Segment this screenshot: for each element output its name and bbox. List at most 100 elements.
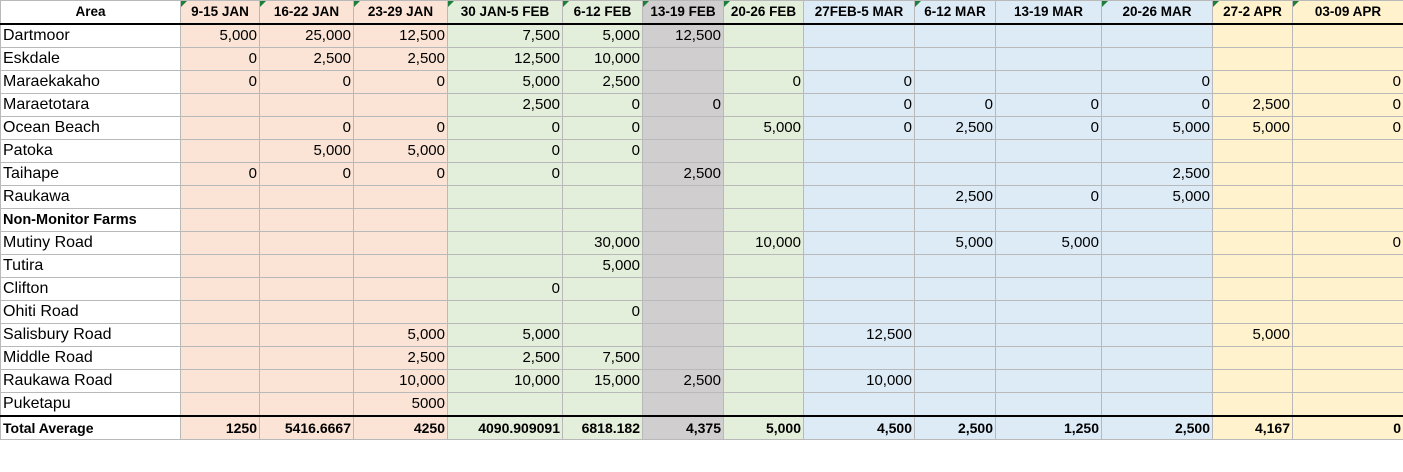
total-value-cell[interactable]: 4250 (353, 415, 448, 440)
value-cell[interactable]: 0 (180, 162, 260, 186)
value-cell[interactable]: 0 (259, 162, 354, 186)
value-cell[interactable] (259, 208, 354, 232)
value-cell[interactable] (803, 23, 915, 48)
value-cell[interactable]: 5,000 (1212, 323, 1293, 347)
value-cell[interactable] (180, 208, 260, 232)
value-cell[interactable]: 0 (995, 116, 1102, 140)
value-cell[interactable]: 5,000 (353, 139, 448, 163)
value-cell[interactable] (723, 346, 804, 370)
value-cell[interactable] (723, 369, 804, 393)
value-cell[interactable] (803, 392, 915, 417)
area-cell[interactable]: Eskdale (0, 47, 181, 71)
column-header-23-29-jan[interactable]: 23-29 JAN (353, 0, 448, 25)
value-cell[interactable]: 0 (803, 93, 915, 117)
value-cell[interactable] (995, 23, 1102, 48)
value-cell[interactable] (642, 70, 724, 94)
value-cell[interactable] (995, 47, 1102, 71)
value-cell[interactable]: 0 (1292, 116, 1403, 140)
value-cell[interactable] (914, 162, 996, 186)
value-cell[interactable] (353, 254, 448, 278)
value-cell[interactable] (1212, 47, 1293, 71)
column-header-6-12-mar[interactable]: 6-12 MAR (914, 0, 996, 25)
value-cell[interactable]: 0 (562, 116, 643, 140)
area-cell[interactable]: Middle Road (0, 346, 181, 370)
value-cell[interactable] (723, 208, 804, 232)
value-cell[interactable] (259, 346, 354, 370)
value-cell[interactable]: 5,000 (562, 23, 643, 48)
value-cell[interactable] (353, 185, 448, 209)
value-cell[interactable] (1101, 208, 1213, 232)
value-cell[interactable] (259, 254, 354, 278)
value-cell[interactable]: 0 (562, 300, 643, 324)
value-cell[interactable]: 15,000 (562, 369, 643, 393)
value-cell[interactable] (723, 323, 804, 347)
value-cell[interactable] (259, 323, 354, 347)
value-cell[interactable]: 5,000 (1101, 116, 1213, 140)
value-cell[interactable] (353, 277, 448, 301)
value-cell[interactable]: 0 (1292, 231, 1403, 255)
total-value-cell[interactable]: 0 (1292, 415, 1403, 440)
value-cell[interactable] (1292, 47, 1403, 71)
value-cell[interactable] (562, 323, 643, 347)
value-cell[interactable]: 0 (995, 185, 1102, 209)
value-cell[interactable]: 5,000 (180, 23, 260, 48)
value-cell[interactable] (995, 70, 1102, 94)
value-cell[interactable] (803, 300, 915, 324)
value-cell[interactable]: 10,000 (803, 369, 915, 393)
value-cell[interactable]: 2,500 (259, 47, 354, 71)
value-cell[interactable] (995, 392, 1102, 417)
area-cell[interactable]: Ohiti Road (0, 300, 181, 324)
value-cell[interactable] (995, 139, 1102, 163)
value-cell[interactable]: 5,000 (1212, 116, 1293, 140)
value-cell[interactable]: 12,500 (642, 23, 724, 48)
value-cell[interactable] (1212, 231, 1293, 255)
value-cell[interactable] (562, 208, 643, 232)
value-cell[interactable] (642, 346, 724, 370)
value-cell[interactable] (1292, 208, 1403, 232)
value-cell[interactable] (1292, 277, 1403, 301)
area-cell[interactable]: Maraekakaho (0, 70, 181, 94)
value-cell[interactable] (1212, 208, 1293, 232)
value-cell[interactable] (723, 47, 804, 71)
value-cell[interactable] (914, 23, 996, 48)
value-cell[interactable] (642, 116, 724, 140)
value-cell[interactable]: 0 (259, 116, 354, 140)
area-cell[interactable]: Clifton (0, 277, 181, 301)
value-cell[interactable] (914, 139, 996, 163)
total-value-cell[interactable]: 4090.909091 (447, 415, 563, 440)
value-cell[interactable] (259, 93, 354, 117)
total-value-cell[interactable]: 5416.6667 (259, 415, 354, 440)
value-cell[interactable]: 0 (723, 70, 804, 94)
value-cell[interactable]: 5000 (353, 392, 448, 417)
value-cell[interactable] (353, 231, 448, 255)
value-cell[interactable] (723, 93, 804, 117)
value-cell[interactable]: 5,000 (914, 231, 996, 255)
area-cell[interactable]: Mutiny Road (0, 231, 181, 255)
value-cell[interactable] (259, 277, 354, 301)
value-cell[interactable] (723, 254, 804, 278)
area-cell[interactable]: Salisbury Road (0, 323, 181, 347)
value-cell[interactable] (1292, 346, 1403, 370)
value-cell[interactable] (562, 162, 643, 186)
column-header-9-15-jan[interactable]: 9-15 JAN (180, 0, 260, 25)
column-header-area[interactable]: Area (0, 0, 181, 25)
value-cell[interactable] (642, 300, 724, 324)
value-cell[interactable]: 0 (353, 116, 448, 140)
value-cell[interactable]: 7,500 (562, 346, 643, 370)
value-cell[interactable] (723, 185, 804, 209)
value-cell[interactable] (803, 231, 915, 255)
value-cell[interactable] (803, 208, 915, 232)
area-cell[interactable]: Puketapu (0, 392, 181, 417)
value-cell[interactable] (1101, 231, 1213, 255)
value-cell[interactable] (1101, 369, 1213, 393)
value-cell[interactable] (447, 254, 563, 278)
area-cell[interactable]: Patoka (0, 139, 181, 163)
value-cell[interactable] (995, 346, 1102, 370)
value-cell[interactable] (1101, 139, 1213, 163)
value-cell[interactable]: 0 (447, 277, 563, 301)
value-cell[interactable] (259, 392, 354, 417)
value-cell[interactable] (1292, 139, 1403, 163)
value-cell[interactable] (1101, 47, 1213, 71)
value-cell[interactable]: 2,500 (447, 93, 563, 117)
value-cell[interactable] (995, 162, 1102, 186)
